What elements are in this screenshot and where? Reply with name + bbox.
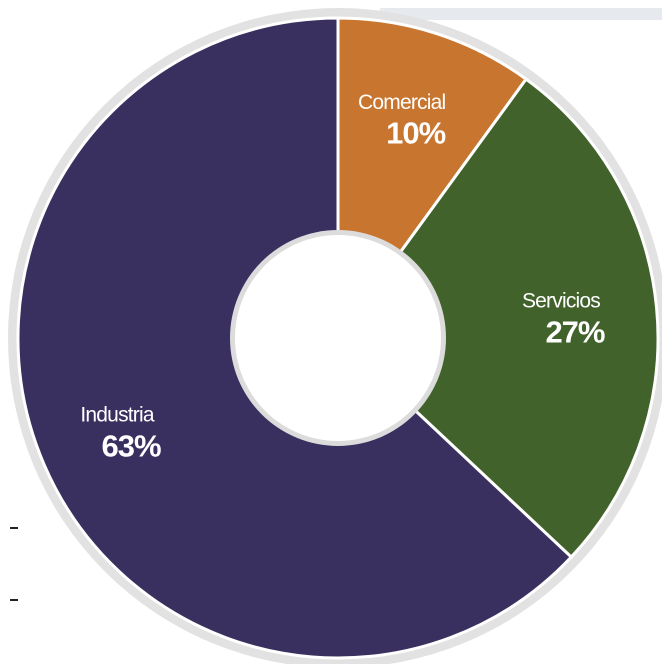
slice-value: 10% — [386, 116, 445, 151]
slice-name: Servicios — [522, 290, 600, 313]
slice-name: Industria — [80, 404, 154, 427]
slice-name: Comercial — [358, 91, 445, 114]
hole — [235, 235, 441, 441]
dash — [10, 527, 18, 529]
header-bar — [380, 8, 662, 20]
dash — [10, 599, 18, 601]
slice-value: 27% — [545, 314, 604, 349]
slice — [336, 77, 660, 559]
slice-value: 63% — [102, 428, 161, 463]
